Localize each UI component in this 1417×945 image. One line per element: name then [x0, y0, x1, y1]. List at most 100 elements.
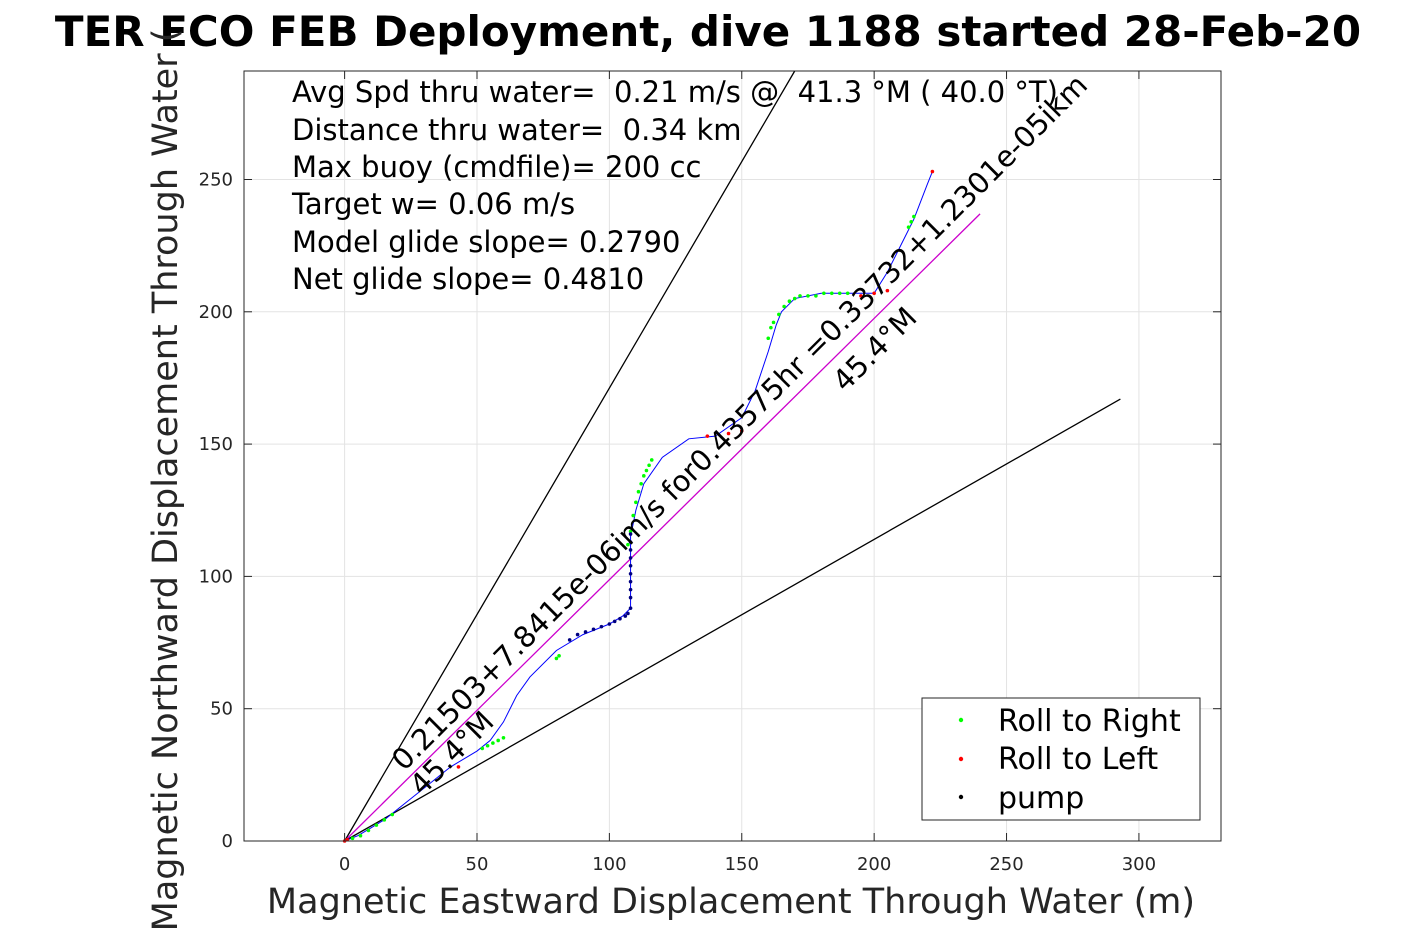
data-point: [872, 291, 876, 296]
data-point: [612, 619, 617, 624]
data-point: [628, 540, 633, 544]
annotation-model-glide: Model glide slope= 0.2790: [292, 225, 680, 259]
data-point: [628, 579, 633, 584]
annotation-max-buoy: Max buoy (cmdfile)= 200 cc: [292, 150, 701, 184]
data-point: [626, 611, 630, 616]
data-point: [607, 622, 612, 626]
data-point: [567, 638, 572, 642]
track-line: [344, 171, 933, 842]
data-point: [623, 614, 628, 618]
data-point: [769, 325, 773, 330]
x-tick-label: 0: [339, 854, 350, 875]
data-point: [628, 571, 633, 576]
data-point: [628, 564, 633, 568]
data-point: [845, 291, 850, 296]
data-point: [374, 823, 379, 827]
data-point: [829, 291, 834, 296]
data-point: [591, 627, 596, 632]
reference-line: [344, 70, 796, 842]
annotation-target-w: Target w= 0.06 m/s: [291, 187, 575, 221]
data-point: [628, 595, 633, 600]
legend-label-roll-right: Roll to Right: [998, 704, 1181, 739]
data-point: [628, 548, 633, 552]
data-point: [575, 632, 580, 637]
data-point: [628, 587, 633, 592]
marker-series: [342, 169, 935, 843]
annotation-distance: Distance thru water= 0.34 km: [292, 113, 742, 147]
data-point: [626, 542, 630, 547]
reference-line: [344, 213, 981, 842]
annotation-avg-speed: Avg Spd thru water= 0.21 m/s @ 41.3 °M (…: [292, 75, 1058, 109]
data-point: [726, 431, 731, 436]
data-point: [814, 294, 818, 298]
y-tick-label: 0: [222, 831, 233, 852]
legend-box: [921, 697, 1201, 821]
data-point: [636, 489, 641, 494]
x-axis-label: Magnetic Eastward Displacement Through W…: [267, 882, 1195, 922]
y-tick-label: 50: [210, 699, 233, 720]
data-point: [909, 220, 914, 224]
y-tick-label: 150: [199, 434, 233, 455]
data-point: [837, 291, 842, 296]
y-tick-label: 250: [199, 169, 233, 190]
x-tick-label: 300: [1122, 854, 1156, 875]
annotation-net-glide: Net glide slope= 0.4810: [292, 262, 644, 296]
data-point: [639, 481, 643, 486]
data-point: [822, 291, 826, 296]
y-tick-label: 200: [199, 302, 233, 323]
data-point: [618, 616, 622, 621]
reference-lines: [344, 70, 1121, 842]
data-point: [350, 836, 355, 841]
legend-label-roll-left: Roll to Left: [998, 742, 1158, 777]
data-point: [631, 513, 636, 518]
data-point: [782, 304, 786, 309]
data-point: [628, 606, 633, 610]
data-point: [628, 532, 633, 536]
y-tick-label: 100: [199, 566, 233, 587]
data-point: [599, 624, 604, 629]
x-tick-label: 100: [592, 854, 626, 875]
reference-line: [344, 398, 1121, 842]
legend-marker-roll-right: [958, 717, 964, 723]
data-point: [906, 225, 911, 229]
legend: Roll to Right Roll to Left pump: [921, 697, 1201, 821]
x-tick-label: 200: [857, 854, 891, 875]
x-tick-label: 150: [725, 854, 759, 875]
data-point: [649, 458, 654, 462]
data-point: [644, 468, 649, 473]
data-point: [739, 429, 744, 433]
legend-label-pump: pump: [998, 781, 1084, 816]
data-point: [366, 828, 371, 833]
data-point: [390, 812, 395, 817]
data-point: [647, 463, 651, 468]
data-point: [485, 743, 490, 748]
data-point: [777, 312, 781, 317]
data-point: [859, 294, 863, 298]
data-point: [705, 434, 710, 438]
data-point: [766, 336, 771, 341]
data-point: [358, 833, 363, 838]
data-point: [628, 529, 633, 534]
chart-title: TER ECO FEB Deployment, dive 1188 starte…: [55, 7, 1361, 56]
data-point: [798, 294, 802, 298]
axis-ticks: 0 50 100 150 200 250 300 0 50 100 150 200 250: [199, 71, 1221, 875]
data-point: [792, 296, 797, 301]
x-tick-label: 50: [466, 854, 489, 875]
x-tick-label: 250: [989, 854, 1023, 875]
plot-frame: [243, 70, 1222, 842]
data-point: [787, 299, 792, 304]
data-point: [885, 288, 890, 293]
data-point: [642, 474, 646, 478]
data-point: [557, 653, 561, 658]
data-point: [912, 214, 916, 219]
data-point: [382, 818, 387, 822]
data-point: [496, 738, 500, 743]
legend-marker-pump: [958, 794, 964, 800]
data-point: [501, 736, 506, 740]
data-point: [930, 169, 935, 174]
y-axis-label: Magnetic Northward Displacement Through …: [146, 29, 186, 932]
data-point: [480, 746, 485, 751]
info-annotations: Avg Spd thru water= 0.21 m/s @ 41.3 °M (…: [291, 75, 1058, 296]
data-point: [806, 294, 810, 298]
